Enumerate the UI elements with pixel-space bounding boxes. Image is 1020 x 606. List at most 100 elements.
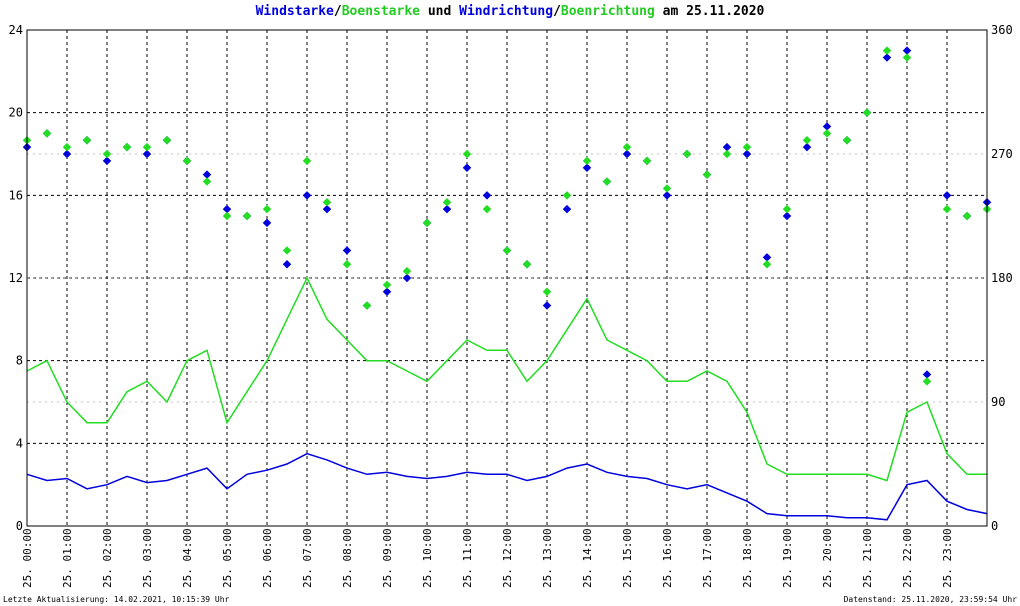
point-boenrichtung [62,142,72,152]
plot-frame [26,29,988,527]
point-boenrichtung [722,149,732,159]
point-windrichtung [382,287,392,297]
point-boenrichtung [562,191,572,200]
point-windrichtung [342,246,352,255]
point-boenrichtung [302,156,312,166]
series-line-boenstarke [26,276,987,482]
point-boenrichtung [82,135,92,145]
point-boenrichtung [182,156,192,166]
x-tick-label: 25. 00:00 [21,528,34,588]
x-tick-label: 25. 15:00 [621,528,634,588]
point-boenrichtung [822,129,832,138]
point-windrichtung [282,259,292,269]
x-tick-label: 25. 19:00 [781,528,794,588]
x-tick-label: 25. 16:00 [661,528,674,588]
title-date: am 25.11.2020 [654,4,765,19]
chart-title: Windstarke/Boenstarke und Windrichtung/B… [0,4,1020,19]
left-tick-label: 4 [16,436,23,450]
x-tick-label: 25. 04:00 [181,528,194,588]
x-tick-label: 25. 14:00 [581,528,594,588]
point-boenrichtung [842,135,852,145]
point-boenrichtung [102,149,112,159]
point-windrichtung [262,218,272,228]
point-windrichtung [442,204,452,214]
point-windrichtung [482,191,492,200]
title-und: und [420,4,460,19]
series-layer [22,46,992,521]
point-boenrichtung [962,211,972,221]
axis-layer: 0 4 8 12 16 20 24 0 90 180 270 360 25. 00:00 25. 01:0… [9,23,1013,588]
point-windrichtung [462,163,472,173]
point-boenrichtung [662,184,672,193]
x-tick-label: 25. 05:00 [221,528,234,588]
point-boenrichtung [602,177,612,186]
point-boenrichtung [322,197,332,207]
x-tick-label: 25. 03:00 [141,528,154,588]
point-boenrichtung [582,156,592,166]
x-tick-label: 25. 09:00 [381,528,394,588]
right-tick-label: 270 [991,147,1013,161]
point-boenrichtung [882,46,892,55]
last-update-label: Letzte Aktualisierung: 14.02.2021, 10:15… [3,595,230,604]
x-tick-label: 25. 18:00 [741,528,754,588]
point-windrichtung [562,204,572,214]
title-boenrichtung: Boenrichtung [560,4,655,19]
point-windrichtung [542,301,552,310]
grid-layer [26,29,987,527]
x-tick-label: 25. 11:00 [461,528,474,588]
x-tick-label: 25. 10:00 [421,528,434,588]
point-windrichtung [922,370,932,379]
title-separator-1: / [333,4,342,19]
point-boenrichtung [622,142,632,152]
point-boenrichtung [742,142,752,152]
point-boenrichtung [462,149,472,159]
point-boenrichtung [442,197,452,207]
point-boenrichtung [142,142,152,152]
point-boenrichtung [702,170,712,179]
point-boenrichtung [262,204,272,214]
point-boenrichtung [362,301,372,310]
x-tick-label: 25. 01:00 [61,528,74,588]
point-boenrichtung [762,259,772,269]
point-boenrichtung [482,204,492,214]
x-tick-label: 25. 17:00 [701,528,714,588]
point-boenrichtung [862,108,872,117]
point-boenrichtung [502,246,512,255]
point-windrichtung [322,204,332,214]
point-boenrichtung [682,149,692,159]
x-tick-label: 25. 22:00 [901,528,914,588]
point-boenrichtung [402,266,412,276]
point-boenrichtung [222,211,232,221]
left-tick-label: 24 [9,23,23,37]
data-timestamp-label: Datenstand: 25.11.2020, 23:59:54 Uhr [843,595,1017,604]
x-tick-label: 25. 06:00 [261,528,274,588]
point-boenrichtung [162,135,172,145]
point-windrichtung [302,191,312,200]
point-boenrichtung [802,135,812,145]
point-windrichtung [202,170,212,179]
point-boenrichtung [522,259,532,269]
point-windrichtung [942,191,952,200]
point-boenrichtung [282,246,292,255]
title-separator-2: / [553,4,561,19]
point-boenrichtung [922,377,932,386]
point-boenrichtung [382,280,392,290]
right-tick-label: 90 [991,395,1005,409]
title-windstarke: Windstarke [255,4,334,19]
point-windrichtung [142,149,152,159]
series-line-windstarke [26,452,988,521]
point-boenrichtung [542,287,552,297]
point-boenrichtung [122,142,132,152]
x-tick-label: 25. 08:00 [341,528,354,588]
point-boenrichtung [422,218,432,228]
left-tick-label: 20 [9,106,23,120]
left-tick-label: 0 [16,519,23,533]
point-boenrichtung [202,177,212,186]
left-tick-label: 8 [16,354,23,368]
title-boenstarke: Boenstarke [341,4,420,19]
point-windrichtung [402,273,412,283]
point-boenrichtung [342,259,352,269]
x-tick-label: 25. 12:00 [501,528,514,588]
right-tick-label: 180 [991,271,1013,285]
